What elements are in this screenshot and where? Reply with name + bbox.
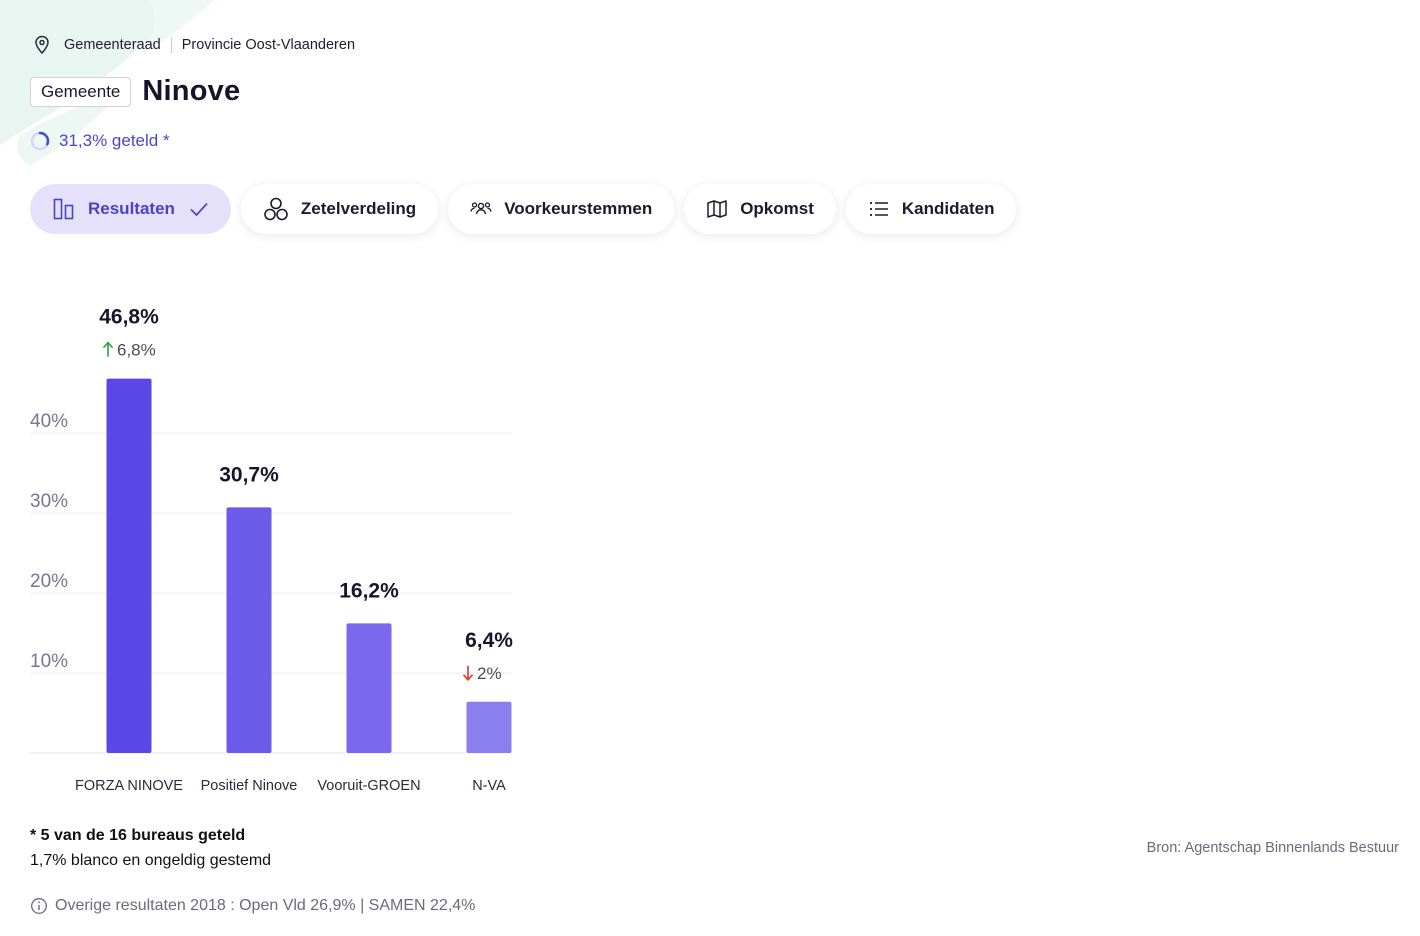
tab-kandidaten[interactable]: Kandidaten [845, 184, 1017, 234]
y-tick-label: 20% [30, 571, 68, 592]
other-results-text: Overige resultaten 2018 : Open Vld 26,9%… [55, 897, 476, 914]
seats-icon [263, 196, 289, 222]
tab-resultaten[interactable]: Resultaten [30, 184, 231, 234]
location-pin-icon [34, 35, 50, 55]
progress-ring-icon [30, 131, 50, 151]
type-badge: Gemeente [30, 76, 132, 107]
bar-value-label: 30,7% [219, 463, 279, 486]
bar-change-label: 6,8% [117, 341, 156, 360]
tab-opkomst[interactable]: Opkomst [684, 184, 836, 234]
bar-value-label: 6,4% [465, 629, 513, 652]
y-tick-label: 10% [30, 651, 68, 672]
count-progress: 31,3% geteld * [30, 131, 170, 151]
map-icon [706, 199, 728, 219]
breadcrumb-divider [170, 37, 172, 53]
bar-value-label: 16,2% [339, 579, 399, 602]
tab-voorkeurstemmen[interactable]: Voorkeurstemmen [448, 184, 675, 234]
x-category-label: Vooruit-GROEN [317, 778, 420, 794]
tab-label: Zetelverdeling [300, 199, 417, 218]
bar [226, 507, 272, 753]
tab-bar: Resultaten Zetelverdeling Voorkeurstemme… [30, 184, 1026, 234]
x-category-label: N-VA [472, 778, 506, 794]
people-icon [470, 199, 492, 219]
change-up-arrow [102, 341, 114, 357]
results-bar-chart: 10% 20% 30% 40% 46,8% 6,8% FORZA NINOVE 30,7% P… [30, 306, 513, 794]
x-category-label: FORZA NINOVE [75, 778, 183, 794]
tab-label: Kandidaten [901, 199, 995, 218]
breadcrumb-council[interactable]: Gemeenteraad [64, 37, 161, 53]
x-category-label: Positief Ninove [201, 778, 298, 794]
breadcrumb-province[interactable]: Provincie Oost-Vlaanderen [181, 37, 356, 53]
bar-value-label: 46,8% [99, 306, 159, 329]
y-tick-label: 40% [30, 411, 68, 432]
page-title: Ninove [142, 75, 241, 107]
other-results-row: Overige resultaten 2018 : Open Vld 26,9%… [30, 897, 475, 915]
checkmark-icon [189, 201, 209, 217]
data-source: Bron: Agentschap Binnenlands Bestuur [1146, 840, 1399, 856]
counted-footnote: * 5 van de 16 bureaus geteld [30, 827, 246, 844]
title-row: Gemeente Ninove [30, 75, 240, 108]
bar [466, 701, 512, 753]
bar [106, 378, 152, 753]
list-icon [868, 200, 890, 218]
bar-chart-icon [52, 197, 76, 221]
bar-change-label: 2% [477, 664, 502, 683]
progress-label: 31,3% geteld * [59, 131, 170, 150]
y-tick-label: 30% [30, 491, 68, 512]
tab-zetelverdeling[interactable]: Zetelverdeling [240, 184, 439, 234]
change-down-arrow [462, 665, 474, 681]
tab-label: Voorkeurstemmen [504, 199, 653, 218]
bar [346, 623, 392, 753]
breadcrumb: Gemeenteraad Provincie Oost-Vlaanderen [34, 34, 355, 56]
blank-votes-note: 1,7% blanco en ongeldig gestemd [30, 852, 272, 869]
tab-label: Opkomst [740, 199, 814, 218]
tab-label: Resultaten [88, 199, 175, 218]
info-icon [31, 898, 47, 914]
